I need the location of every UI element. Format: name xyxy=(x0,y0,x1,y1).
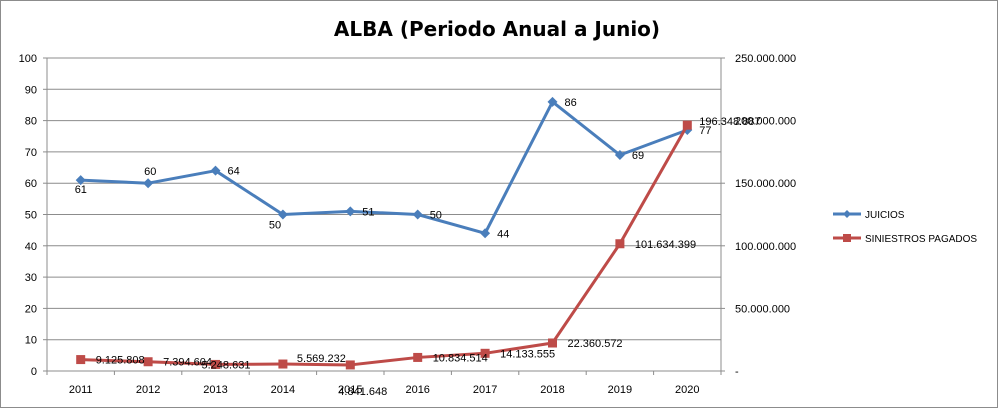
data-label: 77 xyxy=(699,125,711,137)
data-point xyxy=(682,120,692,130)
y-right-tick-label: 150.000.000 xyxy=(735,178,796,190)
x-tick-label: 2014 xyxy=(271,384,295,396)
data-label: 61 xyxy=(75,184,87,196)
gridlines xyxy=(47,57,721,372)
data-label: 10.834.514 xyxy=(433,352,488,364)
data-point xyxy=(277,209,288,220)
data-point xyxy=(480,228,491,239)
x-tick-label: 2013 xyxy=(203,384,227,396)
data-point xyxy=(143,357,153,367)
x-tick-label: 2015 xyxy=(338,384,362,396)
x-tick-label: 2019 xyxy=(608,384,632,396)
data-point xyxy=(75,175,86,186)
data-point xyxy=(143,178,154,189)
data-point xyxy=(413,352,423,362)
data-label: 196.348.887 xyxy=(699,116,760,128)
x-tick-label: 2016 xyxy=(405,384,429,396)
x-tick-label: 2011 xyxy=(69,384,93,396)
y-left-tick-label: 50 xyxy=(25,210,37,222)
y-left-tick-label: 60 xyxy=(25,178,37,190)
data-label: 60 xyxy=(144,166,156,178)
data-point xyxy=(615,239,625,249)
y-left-tick-label: 70 xyxy=(25,147,37,159)
y-right-tick-label: 50.000.000 xyxy=(735,303,790,315)
data-label: 64 xyxy=(228,166,240,178)
data-label: 50 xyxy=(269,220,281,232)
y-left-tick-label: 0 xyxy=(31,366,37,378)
y-left-tick-label: 20 xyxy=(25,303,37,315)
y-right-tick-label: 200.000.000 xyxy=(735,116,796,128)
y-left-tick-label: 80 xyxy=(25,116,37,128)
data-label: 5.248.631 xyxy=(202,359,251,371)
y-left-tick-label: 30 xyxy=(25,272,37,284)
data-label: 5.569.232 xyxy=(297,353,346,365)
x-tick-label: 2012 xyxy=(136,384,160,396)
y-right-tick-label: 250.000.000 xyxy=(735,53,796,65)
data-point xyxy=(614,150,625,161)
data-point xyxy=(480,348,490,358)
data-label: 50 xyxy=(430,210,442,222)
data-point xyxy=(211,359,220,369)
y-left-tick-label: 10 xyxy=(25,335,37,347)
series xyxy=(75,96,693,370)
legend-label: JUICIOS xyxy=(865,210,905,221)
data-point xyxy=(210,165,221,176)
data-label: 86 xyxy=(565,97,577,109)
y-right-tick-label: - xyxy=(735,366,739,378)
data-point xyxy=(76,355,86,365)
data-label: 9.125.808 xyxy=(96,355,145,367)
data-point xyxy=(547,96,558,107)
legend-marker xyxy=(843,234,851,242)
chart-title: ALBA (Periodo Anual a Junio) xyxy=(334,17,660,41)
y-left-tick-label: 90 xyxy=(25,84,37,96)
y-left-tick-label: 40 xyxy=(25,241,37,253)
data-point xyxy=(278,359,288,369)
x-tick-label: 2017 xyxy=(473,384,497,396)
legend-marker xyxy=(843,210,851,218)
data-point xyxy=(548,338,557,348)
data-label: 44 xyxy=(497,228,509,240)
data-point xyxy=(412,209,423,220)
data-label: 4.841.648 xyxy=(338,386,387,398)
data-point xyxy=(345,206,356,217)
series-line-juicios xyxy=(80,100,688,235)
data-label: 7.394.604 xyxy=(163,357,212,369)
data-label: 101.634.399 xyxy=(635,239,696,251)
series-line-siniestros-pagados xyxy=(80,124,689,367)
x-tick-label: 2020 xyxy=(675,384,699,396)
data-label: 51 xyxy=(362,206,374,218)
y-left-tick-label: 100 xyxy=(19,53,37,65)
legend-label: SINIESTROS PAGADOS xyxy=(865,234,977,245)
data-label: 22.360.572 xyxy=(568,338,623,350)
x-tick-label: 2018 xyxy=(540,384,564,396)
data-label: 14.133.555 xyxy=(500,348,555,360)
y-right-tick-label: 100.000.000 xyxy=(735,241,796,253)
data-label: 69 xyxy=(632,150,644,162)
data-point xyxy=(345,360,355,370)
axes: 0 10 20 30 40 50 60 70 80 90 100 - 50.000.000 100.000… xyxy=(19,53,797,396)
legend: JUICIOS SINIESTROS PAGADOS xyxy=(833,210,977,245)
